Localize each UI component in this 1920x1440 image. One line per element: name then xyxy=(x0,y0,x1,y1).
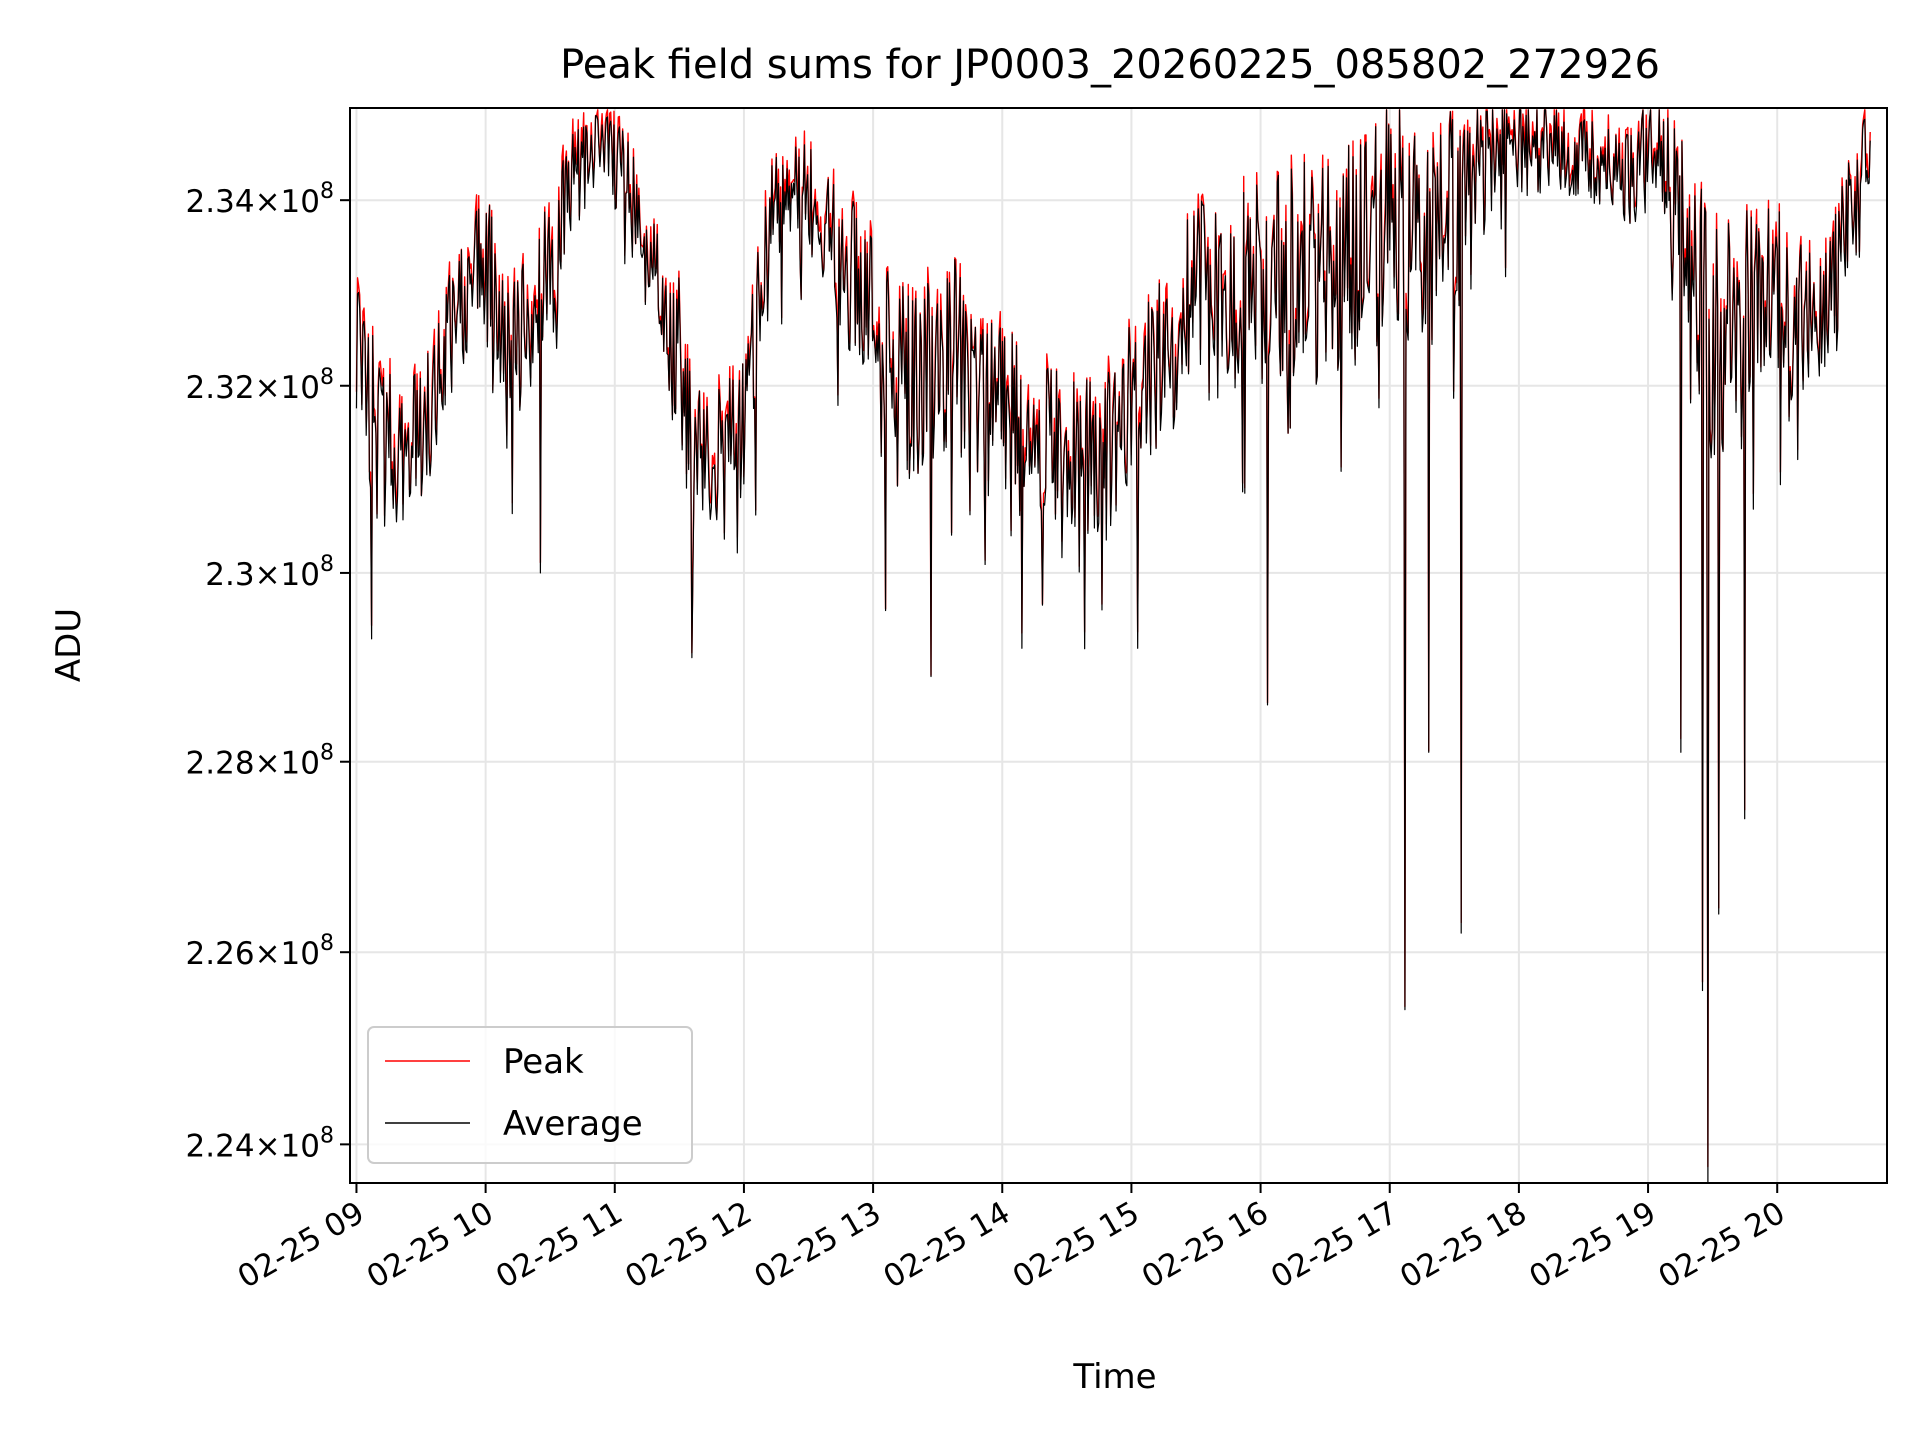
plot-frame xyxy=(349,107,1888,1184)
grid-lines xyxy=(350,108,1887,1183)
x-axis-label: Time xyxy=(1072,1357,1156,1397)
y-tick-label: 2.34×108 xyxy=(186,179,334,220)
y-tick-label: 2.24×108 xyxy=(186,1123,334,1164)
legend-label-average: Average xyxy=(503,1104,643,1144)
y-tick-label: 2.3×108 xyxy=(205,552,334,593)
series-group xyxy=(355,109,1871,1183)
y-tick-label: 2.32×108 xyxy=(186,365,334,406)
y-axis: 2.24×108 2.26×108 2.28×108 2.3×108 2.32×108 2… xyxy=(186,179,350,1164)
legend-label-peak: Peak xyxy=(503,1042,584,1082)
y-axis-label: ADU xyxy=(49,608,89,682)
plot-area xyxy=(350,108,1887,1183)
chart-title: Peak field sums for JP0003_20260225_0858… xyxy=(560,42,1660,88)
legend: Peak Average xyxy=(367,1026,693,1164)
y-tick-label: 2.26×108 xyxy=(186,931,334,972)
y-tick-label: 2.28×108 xyxy=(186,741,334,782)
series-line-average xyxy=(355,109,1871,1183)
